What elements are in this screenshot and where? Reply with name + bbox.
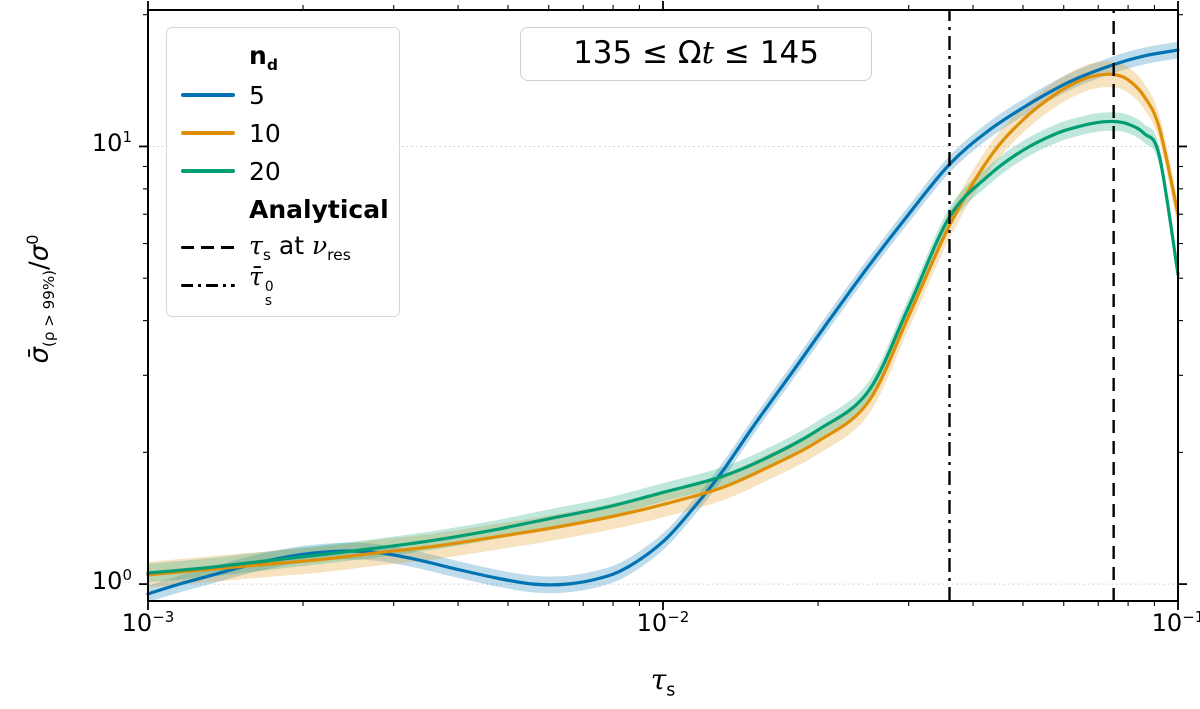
legend-label: τs at νres [249, 231, 351, 264]
legend-item-tau-bar-s0: τ̄ 0 s [181, 262, 389, 307]
legend-item-nd-5: 5 [181, 76, 389, 114]
nu-symbol: ν [311, 230, 328, 260]
annotation-prefix: 135 ≤ Ω [573, 35, 702, 71]
legend-header-nd: nd [181, 38, 389, 76]
tau-subscript: s [262, 245, 271, 264]
legend-item-nd-20: 20 [181, 152, 389, 190]
legend-label: 5 [249, 80, 265, 110]
annotation-t: t [701, 35, 715, 71]
x-label-subscript: s [666, 680, 676, 701]
tick-base: 10 [91, 129, 123, 157]
tau-bar-symbol: τ̄ [249, 261, 263, 291]
x-axis-label: τs [593, 663, 733, 701]
legend-swatch-dashdot-line [181, 283, 235, 287]
legend-item-nd-10: 10 [181, 114, 389, 152]
legend-label: 10 [249, 118, 281, 148]
tick-base: 10 [91, 567, 123, 595]
y-tick-1e1: 101 [52, 128, 132, 157]
tau-symbol: τ [249, 230, 263, 260]
legend-item-tau-s-at-nu-res: τs at νres [181, 228, 389, 266]
y-axis-label: σ̄(ρ > 99%)/σ0 [12, 134, 58, 464]
x-tick-1e-3: 10−3 [106, 608, 190, 637]
x-tick-1e-2: 10−2 [621, 608, 705, 637]
tau-bar-subscript: s [264, 292, 273, 309]
nd-symbol: n [249, 40, 267, 70]
legend-swatch-blue-line [181, 93, 235, 97]
sigma: σ [24, 244, 55, 262]
tick-exp: −1 [1182, 608, 1200, 626]
at-text: at [270, 230, 312, 260]
legend-swatch-green-line [181, 169, 235, 173]
slash: / [24, 261, 55, 270]
tick-exp: −3 [152, 608, 175, 626]
tau-bar-superscript: 0 [264, 278, 274, 295]
x-tick-1e-1: 10−1 [1136, 608, 1200, 637]
y-label-subscript: (ρ > 99%) [39, 269, 58, 348]
legend-swatch-dashed-line [181, 245, 235, 249]
legend-swatch-orange-line [181, 131, 235, 135]
tick-base: 10 [636, 609, 668, 637]
nu-subscript: res [327, 245, 351, 264]
analytical-label: Analytical [249, 194, 389, 224]
sigma-bar: σ̄ [24, 347, 55, 364]
tick-exp: 0 [122, 566, 132, 584]
legend: nd 5 10 20 Analytical τs at νres τ̄ 0 s [166, 27, 400, 317]
tick-base: 10 [121, 609, 153, 637]
legend-header-analytical: Analytical [181, 190, 389, 228]
annotation-box: 135 ≤ Ωt ≤ 145 [520, 27, 872, 81]
tick-exp: 1 [122, 128, 132, 146]
tau: τ [650, 663, 667, 696]
y-label-superscript: 0 [23, 234, 42, 245]
y-tick-1e0: 100 [52, 566, 132, 595]
annotation-suffix: ≤ 145 [714, 35, 819, 71]
legend-label: 20 [249, 156, 281, 186]
tick-base: 10 [1151, 609, 1183, 637]
legend-label: τ̄ 0 s [249, 262, 274, 309]
tick-exp: −2 [667, 608, 690, 626]
nd-subscript: d [266, 55, 278, 74]
